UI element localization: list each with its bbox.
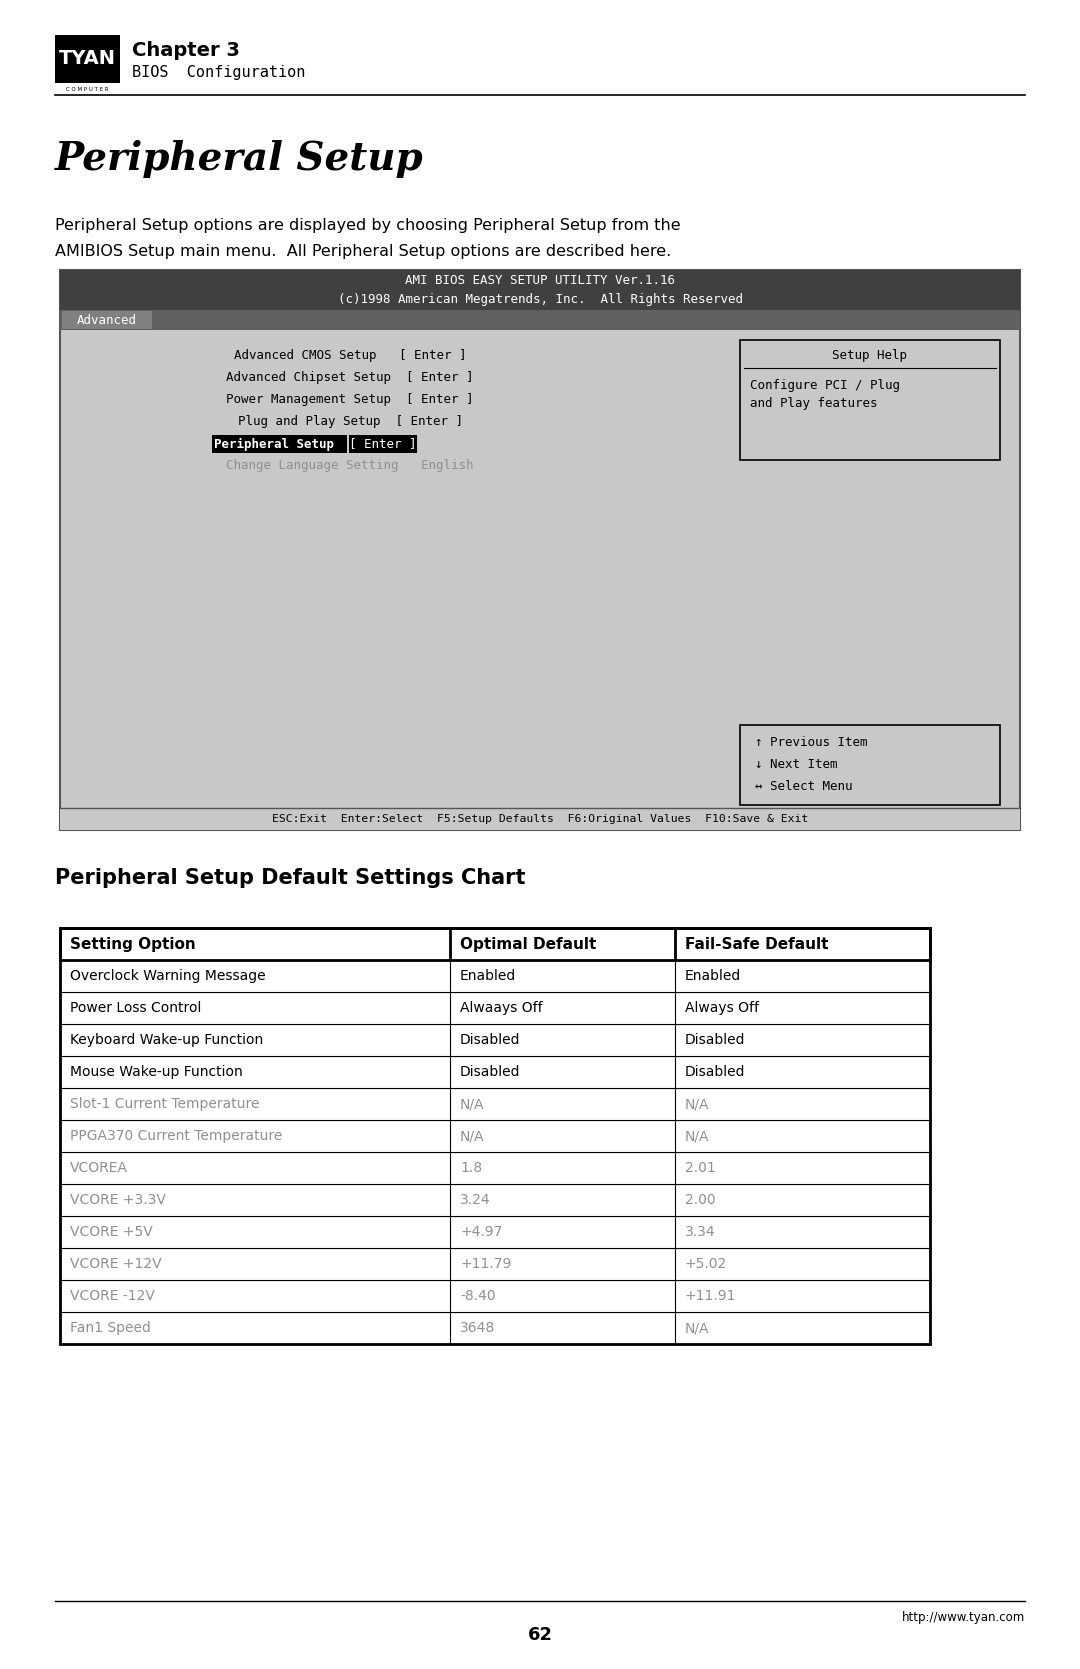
Text: ↓ Next Item: ↓ Next Item [755, 758, 837, 771]
Bar [60, 270, 1020, 290]
Text: [ Enter ]: [ Enter ] [349, 437, 417, 451]
Text: +11.91: +11.91 [685, 1288, 737, 1303]
Text: VCORE +3.3V: VCORE +3.3V [70, 1193, 166, 1207]
Text: Disabled: Disabled [685, 1065, 745, 1078]
Bar [60, 1056, 930, 1088]
Text: Optimal Default: Optimal Default [460, 936, 596, 951]
Text: VCORE +12V: VCORE +12V [70, 1257, 162, 1272]
Text: http://www.tyan.com: http://www.tyan.com [902, 1611, 1025, 1624]
Text: Setting Option: Setting Option [70, 936, 195, 951]
Text: Peripheral Setup options are displayed by choosing Peripheral Setup from the: Peripheral Setup options are displayed b… [55, 219, 680, 234]
Bar [60, 1025, 930, 1056]
Text: Peripheral Setup: Peripheral Setup [55, 140, 423, 179]
Text: Advanced: Advanced [77, 314, 137, 327]
Text: Setup Help: Setup Help [833, 349, 907, 362]
Bar [60, 928, 930, 1344]
Text: 1.8: 1.8 [460, 1162, 482, 1175]
Bar [60, 1152, 930, 1183]
Text: VCORE -12V: VCORE -12V [70, 1288, 154, 1303]
Text: N/A: N/A [685, 1128, 710, 1143]
Text: Always Off: Always Off [685, 1001, 759, 1015]
Text: +5.02: +5.02 [685, 1257, 727, 1272]
Text: (c)1998 American Megatrends, Inc.  All Rights Reserved: (c)1998 American Megatrends, Inc. All Ri… [337, 294, 743, 307]
Text: 62: 62 [527, 1626, 553, 1644]
Bar [60, 1280, 930, 1312]
Text: ESC:Exit  Enter:Select  F5:Setup Defaults  F6:Original Values  F10:Save & Exit: ESC:Exit Enter:Select F5:Setup Defaults … [272, 814, 808, 824]
Text: Advanced Chipset Setup  [ Enter ]: Advanced Chipset Setup [ Enter ] [226, 372, 474, 384]
Bar [212, 436, 347, 452]
Text: PPGA370 Current Temperature: PPGA370 Current Temperature [70, 1128, 282, 1143]
Bar [60, 270, 1020, 829]
Text: 3.24: 3.24 [460, 1193, 490, 1207]
Text: Configure PCI / Plug: Configure PCI / Plug [750, 379, 900, 392]
Text: +4.97: +4.97 [460, 1225, 502, 1238]
Text: N/A: N/A [460, 1097, 485, 1112]
Text: N/A: N/A [685, 1320, 710, 1335]
Text: Advanced CMOS Setup   [ Enter ]: Advanced CMOS Setup [ Enter ] [233, 349, 467, 362]
Bar [60, 290, 1020, 310]
Text: Alwaays Off: Alwaays Off [460, 1001, 542, 1015]
Text: Disabled: Disabled [685, 1033, 745, 1046]
Text: 2.00: 2.00 [685, 1193, 716, 1207]
Bar [60, 1183, 930, 1217]
Text: Plug and Play Setup  [ Enter ]: Plug and Play Setup [ Enter ] [238, 416, 462, 429]
Text: TYAN: TYAN [59, 50, 116, 68]
Text: Peripheral Setup: Peripheral Setup [214, 437, 334, 451]
Text: Chapter 3: Chapter 3 [132, 42, 240, 60]
Bar [62, 310, 152, 329]
Bar [349, 436, 417, 452]
Text: N/A: N/A [460, 1128, 485, 1143]
Text: Disabled: Disabled [460, 1065, 521, 1078]
Text: N/A: N/A [685, 1097, 710, 1112]
Text: Slot-1 Current Temperature: Slot-1 Current Temperature [70, 1097, 259, 1112]
Bar [60, 1120, 930, 1152]
Text: +11.79: +11.79 [460, 1257, 511, 1272]
Text: 3.34: 3.34 [685, 1225, 716, 1238]
Bar [55, 35, 120, 83]
Text: ↑ Previous Item: ↑ Previous Item [755, 736, 867, 749]
Text: Mouse Wake-up Function: Mouse Wake-up Function [70, 1065, 243, 1078]
Text: BIOS  Configuration: BIOS Configuration [132, 65, 306, 80]
Bar [740, 724, 1000, 804]
Text: Change Language Setting   English: Change Language Setting English [226, 459, 474, 472]
Text: 2.01: 2.01 [685, 1162, 716, 1175]
Text: Disabled: Disabled [460, 1033, 521, 1046]
Text: ↔ Select Menu: ↔ Select Menu [755, 781, 852, 793]
Text: C O M P U T E R: C O M P U T E R [66, 87, 109, 92]
Text: Enabled: Enabled [685, 970, 741, 983]
Text: Enabled: Enabled [460, 970, 516, 983]
Text: Fail-Safe Default: Fail-Safe Default [685, 936, 828, 951]
Bar [60, 1312, 930, 1344]
Text: Fan1 Speed: Fan1 Speed [70, 1320, 151, 1335]
Bar [60, 1248, 930, 1280]
Bar [60, 808, 1020, 829]
Text: VCOREA: VCOREA [70, 1162, 129, 1175]
Text: AMI BIOS EASY SETUP UTILITY Ver.1.16: AMI BIOS EASY SETUP UTILITY Ver.1.16 [405, 274, 675, 287]
Text: Power Loss Control: Power Loss Control [70, 1001, 201, 1015]
Bar [60, 1217, 930, 1248]
Text: VCORE +5V: VCORE +5V [70, 1225, 152, 1238]
Text: Peripheral Setup Default Settings Chart: Peripheral Setup Default Settings Chart [55, 868, 526, 888]
Text: 3648: 3648 [460, 1320, 496, 1335]
Text: Keyboard Wake-up Function: Keyboard Wake-up Function [70, 1033, 264, 1046]
Bar [60, 928, 930, 960]
Text: and Play features: and Play features [750, 397, 877, 411]
Text: Overclock Warning Message: Overclock Warning Message [70, 970, 266, 983]
Text: Power Management Setup  [ Enter ]: Power Management Setup [ Enter ] [226, 394, 474, 407]
Text: -8.40: -8.40 [460, 1288, 496, 1303]
Text: AMIBIOS Setup main menu.  All Peripheral Setup options are described here.: AMIBIOS Setup main menu. All Peripheral … [55, 244, 672, 259]
Bar [60, 1088, 930, 1120]
Bar [60, 310, 1020, 330]
Bar [60, 991, 930, 1025]
Bar [60, 960, 930, 991]
Bar [740, 340, 1000, 461]
